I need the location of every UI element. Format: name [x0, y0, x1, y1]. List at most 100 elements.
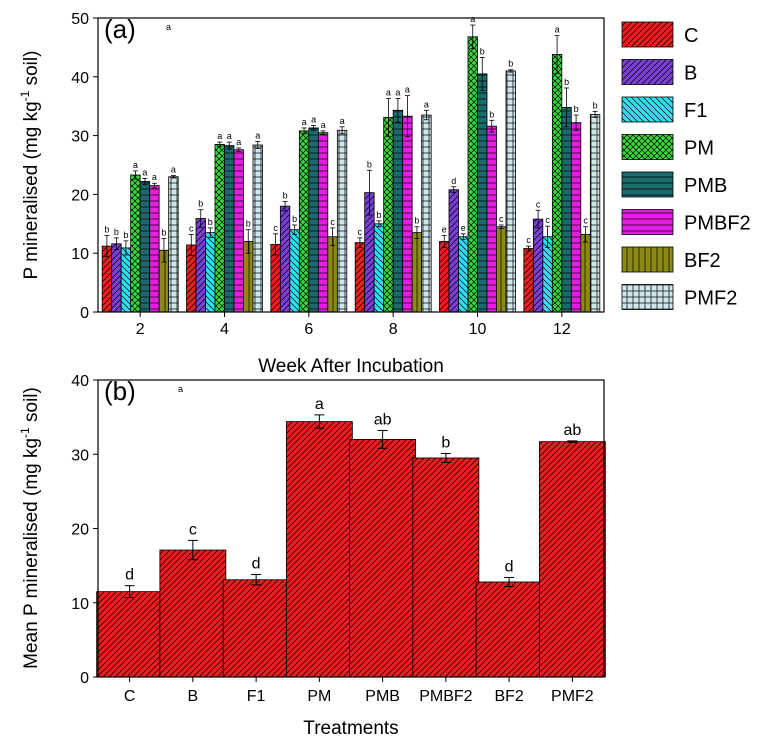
panel-b-significance-letters: d c d a ab b d ab [125, 396, 581, 584]
x-tick-label: 6 [304, 321, 313, 338]
legend-label-PMBF2: PMBF2 [684, 213, 751, 235]
panel-b-label: (b) [104, 376, 136, 406]
bar-PMBF2-week-12 [570, 122, 582, 313]
y-tick-label: 10 [71, 246, 89, 263]
significance-letter-PMBF2-week-4: a [236, 137, 241, 147]
error-bar-PMF2-week-6 [339, 126, 345, 135]
significance-letter-PMBF2-week-6: a [321, 120, 326, 130]
panel-b: d c d a ab b d ab 0 10 20 30 40 C B F1 PM PMB PMBF2 BF2 PM… [18, 373, 606, 739]
significance-letter-PMBF2-week-12: b [574, 104, 579, 114]
significance-letter-PMF2-week-10: b [508, 59, 513, 69]
y-tick-label: 20 [71, 187, 89, 204]
legend-swatch-B [621, 59, 674, 85]
significance-letter-PM-week-12: a [555, 25, 560, 35]
error-bar-BF2-week-12 [583, 226, 589, 243]
panel-a-y-axis-label-main: P mineralised (mg kg [21, 101, 42, 279]
y-tick-label: 40 [71, 70, 89, 87]
significance-letter-PMF2-week-8: a [424, 99, 429, 109]
x-tick-label: 8 [389, 321, 398, 338]
x-tick-label: PMBF2 [419, 688, 472, 705]
bar-PMB-week-4 [224, 145, 235, 313]
error-bar-PM-week-12 [554, 35, 560, 74]
bar-PM-week-6 [298, 130, 310, 313]
error-bar-PMBF2-week-2 [151, 182, 157, 189]
bar-PMF2-week-8 [421, 114, 432, 313]
error-bar-mean-PM [314, 414, 325, 429]
significance-letter-PM-week-8: a [386, 88, 391, 98]
bar-BF2-week-6 [327, 236, 338, 313]
legend-swatch-PMF2 [621, 284, 674, 310]
significance-letter-F1-week-8: b [376, 210, 381, 220]
error-bar-B-week-6 [282, 201, 288, 212]
error-bar-PM-week-2 [132, 170, 138, 180]
x-tick-label: 12 [553, 321, 571, 338]
significance-letter-PM-week-10: a [470, 14, 475, 24]
significance-letter-mean-PMB: ab [374, 411, 392, 428]
panel-b-y-axis-label-main: Mean P mineralised (mg kg [21, 438, 42, 669]
x-tick-label: PMB [365, 688, 400, 705]
significance-letter-PM-week-2: a [133, 160, 138, 170]
significance-letter-B-week-12: c [536, 199, 541, 209]
significance-letter-C-week-4: c [189, 223, 194, 233]
error-bar-PMF2-week-10 [508, 69, 514, 73]
significance-letter-PM-week-6: a [302, 117, 307, 127]
legend-swatch-BF2 [621, 246, 674, 273]
panel-b-y-axis-label: Mean P mineralised (mg kg-1 soil) [18, 387, 42, 669]
panel-a-y-axis-label-tail: soil) [21, 51, 42, 91]
y-tick-label: 30 [71, 129, 89, 146]
significance-letter-BF2-week-6: c [330, 217, 335, 227]
x-tick-label: PM [307, 688, 331, 705]
legend-label-B: B [684, 63, 697, 85]
significance-letter-PMB-week-12: b [564, 77, 569, 87]
error-bar-PMB-week-6 [311, 125, 317, 131]
error-bar-BF2-week-8 [414, 226, 420, 239]
legend-label-C: C [684, 25, 698, 47]
significance-letter-F1-week-10: e [461, 223, 466, 233]
bar-PMBF2-week-4 [233, 149, 244, 313]
y-tick-label: 10 [71, 596, 89, 613]
error-bar-C-week-8 [357, 237, 363, 248]
legend-swatch-F1 [621, 96, 674, 123]
error-bar-mean-PMBF2 [440, 453, 451, 463]
significance-letter-mean-F1: d [252, 556, 261, 573]
significance-letter-mean-PMF2: ab [563, 422, 581, 439]
error-bar-BF2-week-6 [330, 227, 336, 246]
y-tick-label: 30 [71, 447, 89, 464]
bar-PM-week-4 [214, 144, 225, 313]
bar-BF2-week-8 [411, 232, 423, 313]
error-bar-BF2-week-4 [245, 229, 251, 254]
significance-letter-C-week-12: c [526, 235, 531, 245]
x-tick-label: F1 [247, 688, 266, 705]
panel-a-x-ticks: 2 4 6 8 10 12 [136, 312, 571, 338]
panel-a-legend: CB F1 PM PMB PMBF2 BF2 PMF2 [621, 21, 751, 310]
significance-letter-PMB-week-6: a [311, 115, 316, 125]
panel-a-y-axis-label-exponent: -1 [18, 90, 32, 101]
error-bar-B-week-4 [198, 209, 204, 228]
y-tick-label: 20 [71, 522, 89, 539]
error-bar-B-week-10 [451, 186, 457, 194]
bar-PMB-week-6 [308, 127, 319, 313]
bar-PM-week-10 [467, 36, 478, 313]
y-tick-label: 0 [80, 670, 89, 687]
bar-F1-week-2 [120, 247, 132, 313]
bar-mean-B [159, 549, 227, 678]
panel-a-label: (a) [104, 14, 136, 44]
bar-F1-week-4 [205, 232, 216, 313]
error-bar-C-week-2 [104, 235, 110, 258]
panel-a-y-axis-label: P mineralised (mg kg-1 soil) [18, 51, 42, 280]
bar-PMF2-week-4 [252, 144, 263, 313]
panel-b-x-axis-label: Treatments [303, 718, 398, 739]
panel-b-x-ticks: C B F1 PM PMB PMBF2 BF2 PMF2 [124, 677, 594, 705]
bar-mean-PMF2 [538, 441, 606, 678]
bar-PMBF2-week-8 [402, 115, 413, 313]
significance-letter-mean-PM: a [315, 396, 324, 413]
significance-letter-C-week-10: e [442, 225, 447, 235]
error-bar-BF2-week-2 [161, 238, 167, 263]
significance-letter-PM-week-4: a [217, 131, 222, 141]
significance-letter-BF2-week-12: c [583, 216, 588, 226]
error-bar-mean-PMF2 [567, 440, 578, 443]
significance-letter-mean-B: c [189, 521, 197, 538]
error-bar-PMB-week-4 [226, 141, 232, 150]
